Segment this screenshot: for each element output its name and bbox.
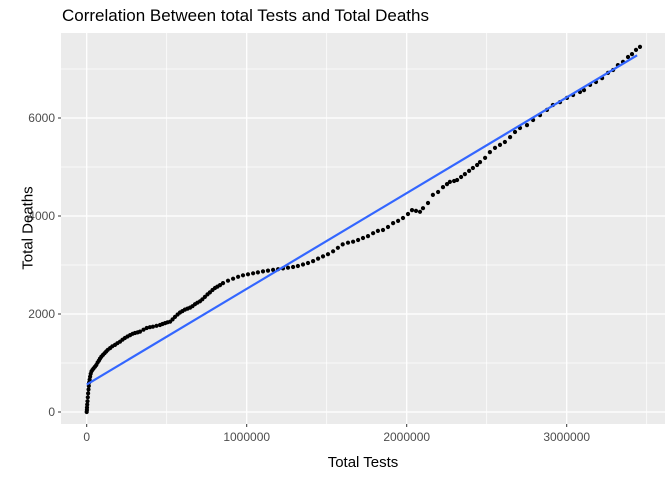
data-point (285, 265, 291, 270)
data-point (425, 200, 431, 206)
data-point (305, 260, 311, 266)
data-point (483, 155, 488, 160)
data-point (380, 227, 386, 233)
data-point (455, 177, 460, 183)
data-point (413, 208, 419, 213)
data-point (86, 387, 91, 392)
data-point (320, 254, 326, 259)
data-point (497, 142, 503, 147)
data-point (409, 208, 415, 213)
plot-title: Correlation Between total Tests and Tota… (62, 6, 429, 25)
x-tick-label: 2000000 (383, 430, 430, 444)
data-point (467, 168, 472, 173)
data-point (420, 206, 426, 211)
data-point (141, 327, 146, 332)
data-point (375, 228, 380, 233)
data-point (86, 391, 91, 396)
data-point (265, 268, 271, 273)
data-point (512, 129, 518, 135)
y-tick-label: 6000 (28, 111, 55, 125)
data-point (202, 294, 207, 299)
data-point (625, 54, 631, 60)
data-point (444, 182, 450, 187)
y-axis-title: Total Deaths (19, 186, 37, 270)
data-point (508, 135, 513, 140)
data-point (405, 211, 411, 217)
data-point (360, 235, 366, 241)
data-point (371, 231, 376, 236)
data-point (487, 150, 492, 155)
data-point (245, 272, 251, 277)
data-point (260, 269, 266, 274)
data-point (225, 278, 231, 283)
data-point (581, 88, 587, 93)
data-point (220, 281, 226, 286)
data-point (84, 405, 90, 410)
y-tick-label: 0 (48, 405, 55, 419)
data-point (85, 402, 90, 407)
y-tick-label: 2000 (28, 307, 55, 321)
data-point (436, 189, 441, 195)
data-point (340, 242, 345, 247)
data-point (396, 218, 401, 223)
data-point (325, 252, 331, 257)
data-point (291, 264, 296, 270)
data-point (430, 192, 435, 197)
data-point (637, 44, 643, 50)
data-point (251, 271, 256, 276)
regression-line (86, 54, 638, 386)
data-point (345, 240, 351, 245)
data-point (459, 174, 464, 180)
data-point (633, 47, 639, 53)
data-point (351, 239, 356, 244)
data-point (492, 145, 498, 150)
data-point (137, 329, 143, 334)
data-point (524, 123, 530, 128)
data-point (417, 209, 423, 214)
data-point (300, 262, 306, 267)
data-point (231, 276, 236, 281)
data-point (311, 259, 316, 264)
x-tick-label: 0 (83, 430, 90, 444)
data-point (316, 256, 321, 261)
data-point (470, 165, 475, 171)
data-point (447, 179, 452, 184)
data-point (502, 139, 507, 145)
data-point (400, 215, 406, 221)
data-point (240, 273, 246, 278)
data-point (154, 323, 159, 328)
data-point (144, 325, 149, 331)
data-point (475, 162, 480, 168)
data-point (217, 283, 223, 288)
data-point (295, 263, 300, 269)
data-point (236, 274, 241, 279)
x-tick-label: 1000000 (223, 430, 270, 444)
data-point (477, 160, 483, 165)
data-point (331, 249, 336, 254)
data-point (365, 234, 371, 239)
data-point (356, 237, 361, 243)
data-point (85, 395, 90, 400)
data-point (629, 52, 635, 57)
data-point (271, 267, 276, 272)
data-point (440, 185, 446, 190)
x-axis-title: Total Tests (327, 454, 399, 471)
data-point (385, 224, 391, 230)
data-point (391, 221, 396, 226)
x-tick-label: 3000000 (543, 430, 590, 444)
data-point (462, 172, 467, 177)
data-point (335, 245, 340, 250)
data-point (255, 270, 260, 275)
data-point (150, 324, 155, 329)
data-point (85, 399, 90, 404)
y-tick-label: 4000 (28, 209, 55, 223)
